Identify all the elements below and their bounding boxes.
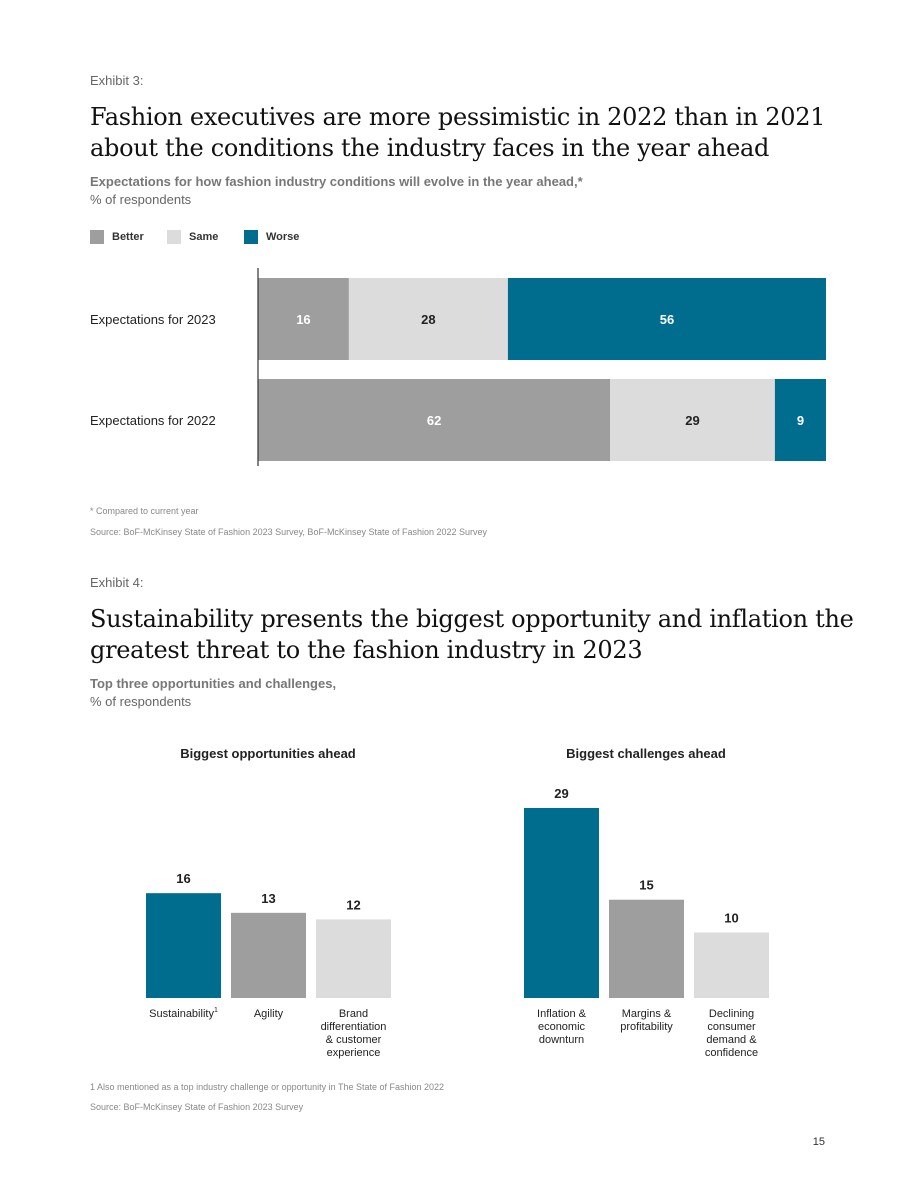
challenge-category-label-margins-profitability-line2: profitability (620, 1021, 673, 1033)
category-label-expectations-for-2022: Expectations for 2022 (90, 413, 216, 428)
exhibit4-subtitle-line2: % of respondents (90, 694, 192, 709)
legend-swatch-same (167, 230, 181, 244)
exhibit4-title: Sustainability presents the biggest oppo… (90, 604, 880, 666)
legend-label-same: Same (189, 231, 219, 243)
category-label-expectations-for-2023: Expectations for 2023 (90, 312, 216, 327)
bar-value-label-expectations-for-2022-same: 29 (685, 413, 699, 428)
opportunity-category-label-brand-differentiation-customer-experience-line1: Brand (339, 1008, 368, 1020)
challenge-category-label-declining-consumer-demand-confidence-line3: demand & (706, 1034, 757, 1046)
bar-segment-expectations-for-2022-better (258, 379, 611, 461)
exhibit4-title-line1: Sustainability presents the biggest oppo… (90, 605, 854, 633)
legend-swatch-better (90, 230, 104, 244)
opportunity-category-label-brand-differentiation-customer-experience-line2: differentiation (321, 1021, 387, 1033)
exhibit4-subtitle-line1: Top three opportunities and challenges, (90, 676, 337, 691)
opportunity-category-label-brand-differentiation-customer-experience-line3: & customer (326, 1034, 382, 1046)
bar-segment-expectations-for-2022-same (610, 379, 775, 461)
challenge-category-label-inflation-economic-downturn-line1: Inflation & (537, 1008, 587, 1020)
challenge-category-label-declining-consumer-demand-confidence-line1: Declining (709, 1008, 754, 1020)
legend-label-better: Better (112, 231, 144, 243)
exhibit4-subtitle: Top three opportunities and challenges, … (90, 675, 880, 711)
challenge-category-label-inflation-economic-downturn-line3: downturn (539, 1034, 584, 1046)
bar-value-label-expectations-for-2022-worse: 9 (797, 413, 804, 428)
bar-segment-expectations-for-2023-worse (507, 278, 826, 360)
exhibit3-subtitle-line1: Expectations for how fashion industry co… (90, 174, 583, 189)
opportunity-value-label-brand-differentiation-customer-experience: 12 (346, 897, 360, 912)
exhibit3-title: Fashion executives are more pessimistic … (90, 102, 880, 164)
bar-value-label-expectations-for-2023-same: 28 (421, 312, 435, 327)
opportunity-value-label-agility: 13 (261, 891, 275, 906)
challenge-category-label-declining-consumer-demand-confidence-line4: confidence (705, 1047, 758, 1059)
exhibit4-title-line2: greatest threat to the fashion industry … (90, 636, 643, 664)
challenges-panel-title: Biggest challenges ahead (566, 746, 726, 761)
opportunity-bar-agility (231, 912, 306, 998)
legend-item-worse: Worse (244, 230, 299, 244)
challenge-category-label-declining-consumer-demand-confidence-line2: consumer (707, 1021, 756, 1033)
exhibit4-label: Exhibit 4: (90, 575, 144, 590)
challenge-value-label-declining-consumer-demand-confidence: 10 (724, 910, 738, 925)
challenge-value-label-margins-profitability: 15 (639, 878, 653, 893)
opportunities-panel-title: Biggest opportunities ahead (180, 746, 356, 761)
challenge-bar-margins-profitability (609, 899, 684, 998)
exhibit3-title-line1: Fashion executives are more pessimistic … (90, 103, 826, 131)
bar-value-label-expectations-for-2022-better: 62 (427, 413, 441, 428)
legend-item-same: Same (167, 230, 244, 244)
bar-segment-expectations-for-2023-better (258, 278, 349, 360)
exhibit4-source: Source: BoF-McKinsey State of Fashion 20… (90, 1102, 304, 1112)
opportunity-category-label-sustainability-line1: Sustainability1 (149, 1007, 218, 1020)
exhibit3-footnote: * Compared to current year (90, 506, 199, 516)
bar-segment-expectations-for-2023-same (348, 278, 508, 360)
exhibit3-label: Exhibit 3: (90, 73, 144, 88)
exhibit3-source: Source: BoF-McKinsey State of Fashion 20… (90, 527, 488, 537)
bar-segment-expectations-for-2022-worse (774, 379, 826, 461)
bar-value-label-expectations-for-2023-better: 16 (296, 312, 310, 327)
challenge-bar-inflation-economic-downturn (524, 808, 599, 998)
opportunity-category-label-brand-differentiation-customer-experience-line4: experience (327, 1047, 381, 1059)
exhibit3-legend: Better Same Worse (90, 230, 299, 244)
challenge-category-label-margins-profitability-line1: Margins & (622, 1008, 672, 1020)
challenge-value-label-inflation-economic-downturn: 29 (554, 786, 568, 801)
opportunity-bar-sustainability (146, 893, 221, 998)
opportunity-bar-brand-differentiation-customer-experience (316, 919, 391, 998)
opportunity-footnote-marker: 1 (214, 1007, 218, 1014)
bar-value-label-expectations-for-2023-worse: 56 (660, 312, 674, 327)
legend-swatch-worse (244, 230, 258, 244)
exhibit3-subtitle-line2: % of respondents (90, 192, 192, 207)
exhibit3-subtitle: Expectations for how fashion industry co… (90, 173, 880, 209)
exhibit4-footnote: 1 Also mentioned as a top industry chall… (90, 1082, 445, 1092)
challenge-category-label-inflation-economic-downturn-line2: economic (538, 1021, 586, 1033)
legend-label-worse: Worse (266, 231, 300, 243)
opportunity-category-label-agility-line1: Agility (254, 1008, 284, 1020)
legend-item-better: Better (90, 230, 167, 244)
page-number: 15 (812, 1136, 825, 1148)
opportunity-value-label-sustainability: 16 (176, 871, 190, 886)
challenge-bar-declining-consumer-demand-confidence (694, 932, 769, 998)
exhibit3-title-line2: about the conditions the industry faces … (90, 134, 770, 162)
